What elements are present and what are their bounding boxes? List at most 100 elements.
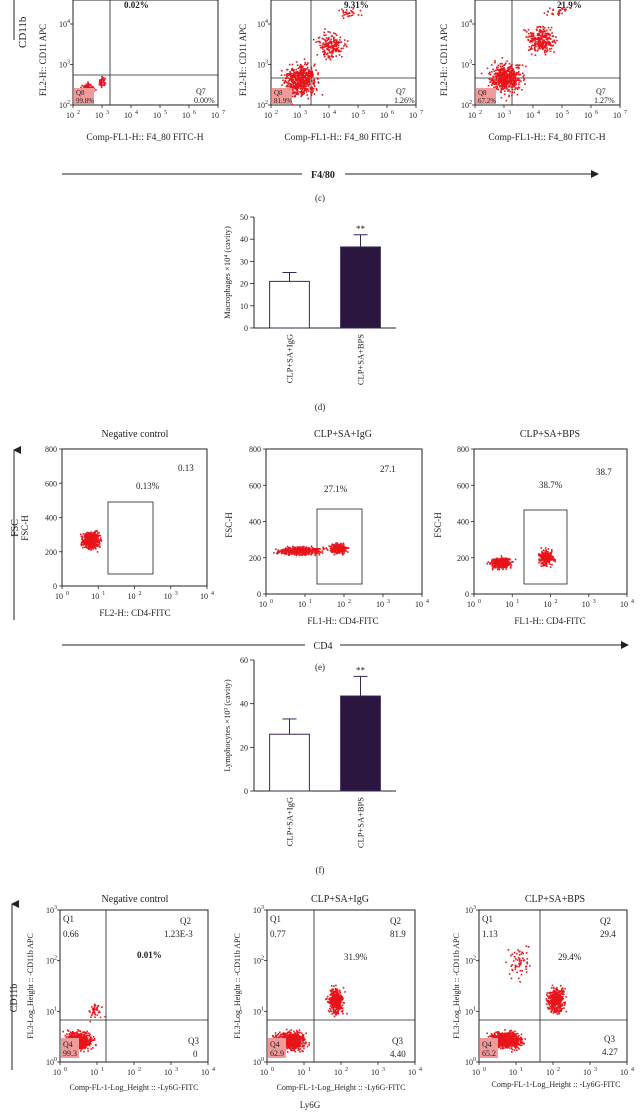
event-dot — [298, 1049, 300, 1051]
event-dot — [506, 73, 508, 75]
event-dot — [340, 37, 342, 39]
event-dot — [518, 74, 520, 76]
event-dot — [299, 66, 301, 68]
q3-label: Q3 — [188, 1036, 199, 1046]
event-dot — [333, 32, 335, 34]
event-dot — [343, 544, 345, 546]
event-dot — [501, 79, 503, 81]
event-dot — [307, 79, 309, 81]
event-dot — [512, 79, 514, 81]
y-tick-exp: 4 — [469, 19, 472, 25]
event-dot — [98, 532, 100, 534]
event-dot — [335, 55, 337, 57]
event-dot — [98, 538, 100, 540]
event-dot — [311, 554, 313, 556]
event-dot — [505, 568, 507, 570]
event-dot — [305, 548, 307, 550]
event-dot — [534, 37, 536, 39]
event-dot — [91, 538, 93, 540]
event-dot — [90, 1036, 92, 1038]
event-dot — [526, 31, 528, 33]
event-dot — [330, 52, 332, 54]
event-dot — [315, 41, 317, 43]
event-dot — [282, 80, 284, 82]
event-dot — [505, 79, 507, 81]
event-dot — [522, 65, 524, 67]
gate-box — [524, 510, 567, 584]
event-dot — [82, 547, 84, 549]
event-dot — [311, 89, 313, 91]
y-tick-label: 10 — [46, 1058, 54, 1067]
event-dot — [505, 63, 507, 65]
event-dot — [297, 82, 299, 84]
event-dot — [524, 78, 526, 80]
event-dot — [99, 543, 101, 545]
q8-label: Q8 — [274, 89, 283, 97]
event-dot — [496, 86, 498, 88]
event-dot — [96, 545, 98, 547]
event-dot — [335, 543, 337, 545]
event-dot — [84, 535, 86, 537]
event-dot — [496, 79, 498, 81]
event-dot — [495, 565, 497, 567]
event-dot — [519, 87, 521, 89]
event-dot — [509, 73, 511, 75]
event-dot — [551, 558, 553, 560]
event-dot — [491, 80, 493, 82]
event-dot — [300, 83, 302, 85]
event-dot — [325, 35, 327, 37]
event-dot — [317, 41, 319, 43]
event-dot — [325, 547, 327, 549]
event-dot — [292, 75, 294, 77]
y-axis-label: Lymphocytes ×10³ (cavity) — [222, 679, 232, 771]
event-dot — [316, 89, 318, 91]
y-axis-label: FL2-H:: CD11 APC — [38, 24, 48, 96]
x-tick-label: 10 — [200, 592, 208, 601]
event-dot — [315, 553, 317, 555]
event-dot — [301, 87, 303, 89]
event-dot — [306, 85, 308, 87]
event-dot — [535, 54, 537, 56]
event-dot — [546, 556, 548, 558]
event-dot — [499, 72, 501, 74]
event-dot — [298, 67, 300, 69]
y-tick-exp: 4 — [265, 19, 268, 25]
event-dot — [81, 542, 83, 544]
event-dot — [500, 85, 502, 87]
event-dot — [311, 552, 313, 554]
event-dot — [503, 85, 505, 87]
event-dot — [331, 552, 333, 554]
event-dot — [502, 57, 504, 59]
event-dot — [542, 34, 544, 36]
event-dot — [295, 72, 297, 74]
event-dot — [326, 54, 328, 56]
q7-label: Q7 — [596, 87, 606, 96]
event-dot — [278, 551, 280, 553]
event-dot — [555, 42, 557, 44]
event-dot — [89, 1039, 91, 1041]
y-tick-label: 0 — [257, 590, 261, 599]
x-tick-exp: 6 — [391, 110, 394, 116]
event-dot — [512, 84, 514, 86]
event-dot — [104, 1016, 106, 1018]
event-dot — [311, 546, 313, 548]
event-dot — [322, 45, 324, 47]
event-dot — [327, 549, 329, 551]
event-dot — [292, 89, 294, 91]
y-tick-label: 10 — [46, 1007, 54, 1016]
y-tick-label: 0 — [244, 324, 248, 333]
event-dot — [92, 1008, 94, 1010]
event-dot — [277, 553, 279, 555]
event-dot — [300, 81, 302, 83]
event-dot — [100, 79, 102, 81]
event-dot — [545, 54, 547, 56]
event-dot — [497, 69, 499, 71]
event-dot — [500, 563, 502, 565]
event-dot — [342, 543, 344, 545]
x-tick-exp: 4 — [211, 591, 214, 597]
event-dot — [304, 90, 306, 92]
event-dot — [342, 554, 344, 556]
event-dot — [534, 49, 536, 51]
event-dot — [506, 100, 508, 102]
x-tick-label: 10 — [620, 600, 628, 609]
